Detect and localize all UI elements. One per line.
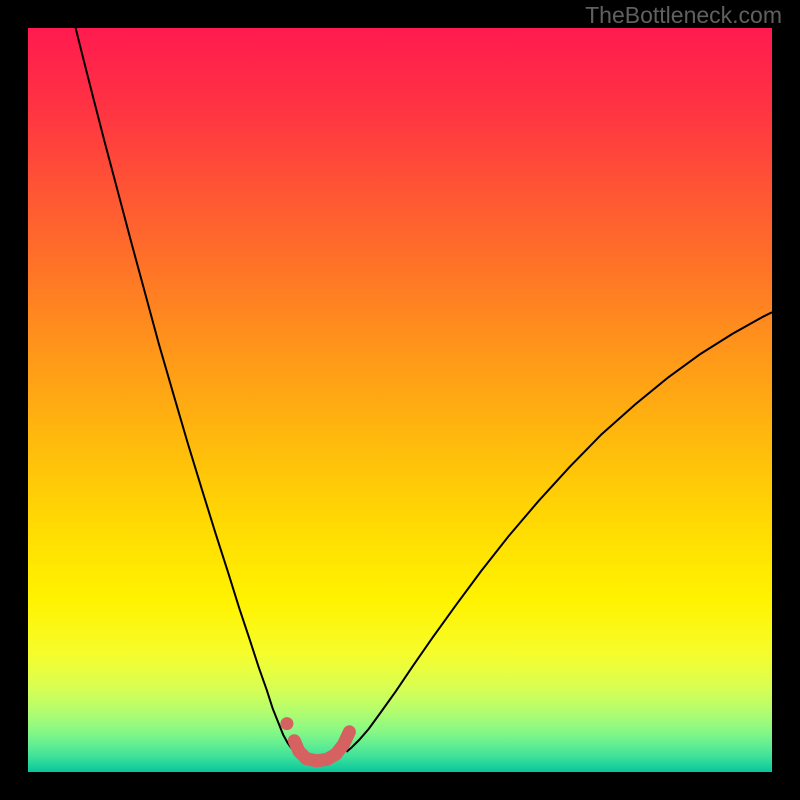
plot-area xyxy=(28,28,772,772)
gradient-background xyxy=(28,28,772,772)
bottleneck-marker-dot xyxy=(280,717,293,730)
watermark-text: TheBottleneck.com xyxy=(585,2,782,29)
chart-frame: TheBottleneck.com xyxy=(0,0,800,800)
